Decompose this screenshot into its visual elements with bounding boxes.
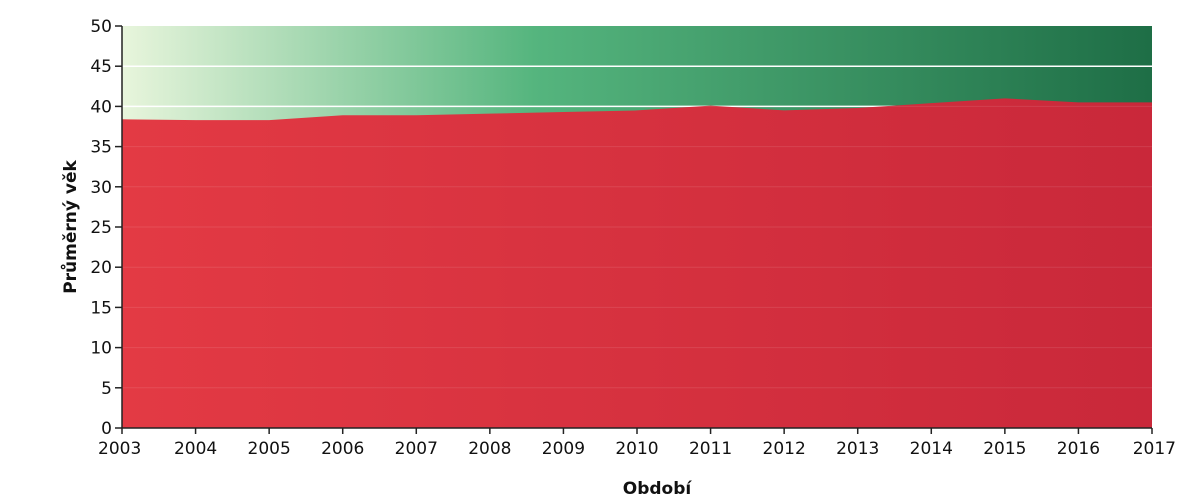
y-tick-label: 25	[90, 218, 112, 238]
x-tick-label: 2016	[1057, 439, 1100, 459]
x-tick-label: 2015	[983, 439, 1026, 459]
y-tick-label: 15	[90, 298, 112, 318]
x-tick-label: 2009	[542, 439, 585, 459]
x-tick-label: 2017	[1133, 439, 1176, 459]
y-tick-label: 30	[90, 178, 112, 198]
x-axis-ticks: 2003 2004 2005 2006 2007 2008 2009 2010 2011 2012…	[98, 428, 1176, 459]
x-tick-label: 2013	[836, 439, 879, 459]
y-tick-label: 10	[90, 339, 112, 359]
x-tick-label: 2003	[98, 439, 141, 459]
x-axis-title: Období	[623, 479, 693, 499]
y-tick-label: 5	[101, 379, 112, 399]
x-tick-label: 2005	[248, 439, 291, 459]
series-area	[122, 98, 1152, 429]
x-tick-label: 2010	[615, 439, 658, 459]
y-tick-label: 45	[90, 57, 112, 77]
x-tick-label: 2014	[910, 439, 953, 459]
y-tick-label: 0	[101, 419, 112, 439]
y-tick-label: 35	[90, 138, 112, 158]
x-tick-label: 2011	[689, 439, 732, 459]
x-tick-label: 2006	[321, 439, 364, 459]
x-tick-label: 2007	[395, 439, 438, 459]
y-tick-label: 20	[90, 258, 112, 278]
x-tick-label: 2004	[174, 439, 217, 459]
y-tick-label: 50	[90, 17, 112, 37]
x-tick-label: 2012	[763, 439, 806, 459]
y-axis-title: Průměrný věk	[59, 160, 81, 294]
x-tick-label: 2008	[468, 439, 511, 459]
y-axis-ticks: 0 5 10 15 20 25 30 35 40 45 50	[90, 17, 122, 439]
y-tick-label: 40	[90, 97, 112, 117]
